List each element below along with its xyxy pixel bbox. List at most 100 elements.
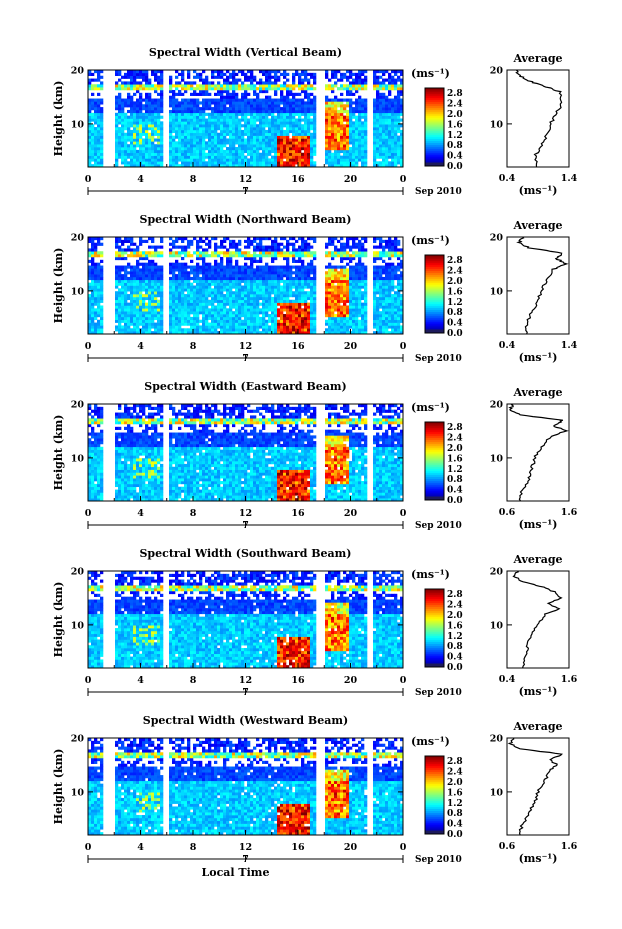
x-tick-label: 4 — [137, 842, 144, 853]
panel-title: Spectral Width (Northward Beam) — [140, 213, 352, 226]
x-tick-label: 16 — [291, 341, 305, 352]
colorbar-tick: 2.0 — [447, 277, 463, 287]
colorbar-tick: 1.6 — [447, 287, 463, 297]
heatmap-cells — [88, 404, 404, 502]
day-label: 7 — [242, 687, 249, 698]
colorbar-tick: 1.6 — [447, 621, 463, 631]
x-tick-label: 0 — [400, 675, 407, 686]
colorbar-tick: 0.4 — [447, 820, 463, 830]
average-y-tick: 10 — [490, 787, 504, 798]
colorbar-unit: (ms⁻¹) — [411, 401, 450, 414]
x-tick-label: 4 — [137, 675, 144, 686]
colorbar-tick: 1.6 — [447, 788, 463, 798]
average-x-tick: 1.6 — [561, 507, 578, 518]
x-tick-label: 20 — [344, 842, 358, 853]
average-profile-panel: Average 20 10 0.4 1.4(ms⁻¹) — [490, 219, 578, 364]
colorbar-tick: 1.2 — [447, 799, 463, 809]
colorbar-tick: 1.2 — [447, 632, 463, 642]
average-unit: (ms⁻¹) — [519, 184, 558, 197]
colorbar-unit: (ms⁻¹) — [411, 234, 450, 247]
colorbar-tick: 0.8 — [447, 475, 463, 485]
x-tick-label: 12 — [239, 675, 252, 686]
heatmap-cells — [88, 571, 404, 669]
heatmap-cells — [88, 70, 404, 168]
y-tick-label: 10 — [71, 787, 85, 798]
x-tick-label: 20 — [344, 675, 358, 686]
colorbar-tick: 0.8 — [447, 308, 463, 318]
average-y-tick: 20 — [490, 233, 504, 244]
beam-panel-0: Spectral Width (Vertical Beam) 20 10 Height… — [52, 46, 578, 197]
x-tick-label: 20 — [344, 341, 358, 352]
colorbar-tick: 0.4 — [447, 319, 463, 329]
x-tick-label: 16 — [291, 842, 305, 853]
x-tick-label: 0 — [85, 508, 92, 519]
y-tick-label: 10 — [71, 286, 85, 297]
colorbar-tick: 2.0 — [447, 778, 463, 788]
panel-title: Spectral Width (Eastward Beam) — [144, 380, 346, 393]
average-x-tick: 0.6 — [499, 841, 516, 852]
x-tick-label: 0 — [400, 174, 407, 185]
date-label: Sep 2010 — [415, 521, 462, 531]
colorbar-tick: 0.0 — [447, 663, 463, 673]
beam-panel-2: Spectral Width (Eastward Beam) 20 10 Height… — [52, 380, 578, 531]
colorbar-tick: 2.0 — [447, 611, 463, 621]
beam-panel-3: Spectral Width (Southward Beam) 20 10 Heigh… — [52, 547, 578, 698]
colorbar-tick: 0.4 — [447, 653, 463, 663]
y-tick-label: 10 — [71, 119, 85, 130]
panel-title: Spectral Width (Southward Beam) — [139, 547, 351, 560]
colorbar-tick: 2.4 — [447, 601, 463, 611]
average-y-tick: 10 — [490, 453, 504, 464]
y-axis-label: Height (km) — [52, 81, 65, 157]
average-profile-panel: Average 20 10 0.4 1.6(ms⁻¹) — [490, 553, 578, 698]
heatmap-cells — [88, 237, 404, 335]
colorbar — [424, 254, 445, 334]
average-width-line — [515, 69, 563, 168]
average-title: Average — [512, 720, 562, 733]
colorbar-unit: (ms⁻¹) — [411, 568, 450, 581]
x-tick-label: 0 — [85, 842, 92, 853]
x-tick-label: 16 — [291, 174, 305, 185]
colorbar-unit: (ms⁻¹) — [411, 67, 450, 80]
y-tick-label: 20 — [71, 66, 85, 77]
y-tick-label: 20 — [71, 567, 85, 578]
y-axis-label: Height (km) — [52, 415, 65, 491]
y-axis-label: Height (km) — [52, 582, 65, 658]
average-profile-panel: Average 20 10 0.4 1.4(ms⁻¹) — [490, 52, 578, 197]
average-title: Average — [512, 386, 562, 399]
colorbar-tick: 0.8 — [447, 809, 463, 819]
x-tick-label: 0 — [85, 174, 92, 185]
colorbar-tick: 0.0 — [447, 496, 463, 506]
x-tick-label: 16 — [291, 675, 305, 686]
colorbar-tick: 2.8 — [447, 757, 463, 767]
day-label: 7 — [242, 854, 249, 865]
beam-panel-4: Spectral Width (Westward Beam) 20 10 Height… — [52, 714, 578, 879]
y-tick-label: 10 — [71, 453, 85, 464]
x-tick-label: 20 — [344, 508, 358, 519]
colorbar-tick: 2.8 — [447, 256, 463, 266]
colorbar-tick: 0.0 — [447, 162, 463, 172]
colorbar — [424, 588, 445, 668]
panel-title: Spectral Width (Westward Beam) — [143, 714, 348, 727]
average-width-line — [512, 570, 563, 669]
y-tick-label: 20 — [71, 734, 85, 745]
colorbar-tick: 0.8 — [447, 642, 463, 652]
average-x-tick: 1.4 — [561, 340, 578, 351]
colorbar-tick: 1.2 — [447, 465, 463, 475]
y-axis-label: Height (km) — [52, 749, 65, 825]
colorbar — [424, 755, 445, 835]
day-label: 7 — [242, 520, 249, 531]
average-y-tick: 10 — [490, 620, 504, 631]
x-tick-label: 4 — [137, 341, 144, 352]
panel-title: Spectral Width (Vertical Beam) — [149, 46, 342, 59]
colorbar-tick: 1.2 — [447, 298, 463, 308]
x-tick-label: 12 — [239, 508, 252, 519]
average-y-tick: 10 — [490, 286, 504, 297]
colorbar-tick: 0.0 — [447, 830, 463, 840]
x-axis-label: Local Time — [202, 866, 270, 879]
colorbar-tick: 1.6 — [447, 454, 463, 464]
x-tick-label: 8 — [190, 508, 197, 519]
average-x-tick: 1.6 — [561, 841, 578, 852]
colorbar-tick: 0.8 — [447, 141, 463, 151]
average-unit: (ms⁻¹) — [519, 685, 558, 698]
average-y-tick: 20 — [490, 734, 504, 745]
